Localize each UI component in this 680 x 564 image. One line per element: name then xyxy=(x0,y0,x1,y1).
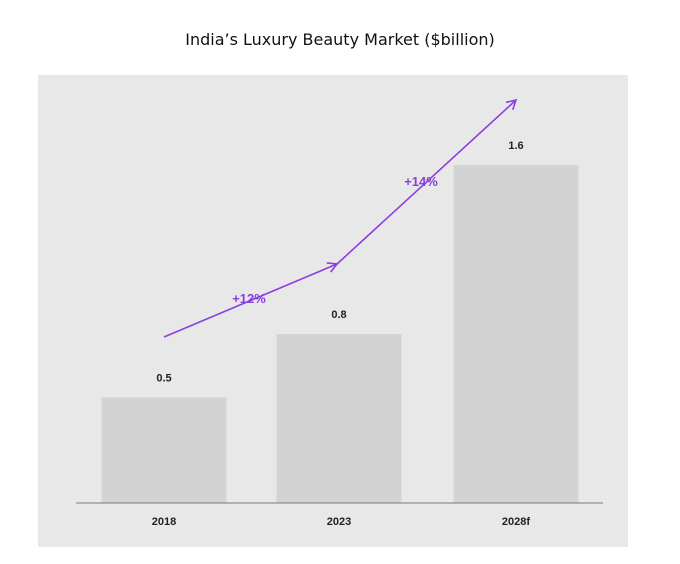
growth-arrow-1 xyxy=(163,262,339,338)
growth-label-1: +12% xyxy=(232,291,266,306)
bar-2018 xyxy=(101,397,227,503)
bar-2023 xyxy=(276,334,402,503)
x-tick-label-2018: 2018 xyxy=(152,516,176,528)
growth-arrow-2 xyxy=(336,98,518,265)
bar-2028f xyxy=(453,165,579,503)
value-label-2018: 0.5 xyxy=(156,372,171,384)
x-tick-label-2023: 2023 xyxy=(327,516,351,528)
growth-label-2: +14% xyxy=(404,174,438,189)
chart-title: India’s Luxury Beauty Market ($billion) xyxy=(185,30,495,49)
value-label-2028f: 1.6 xyxy=(508,140,523,152)
x-tick-label-2028f: 2028f xyxy=(502,516,530,528)
value-label-2023: 0.8 xyxy=(331,309,346,321)
